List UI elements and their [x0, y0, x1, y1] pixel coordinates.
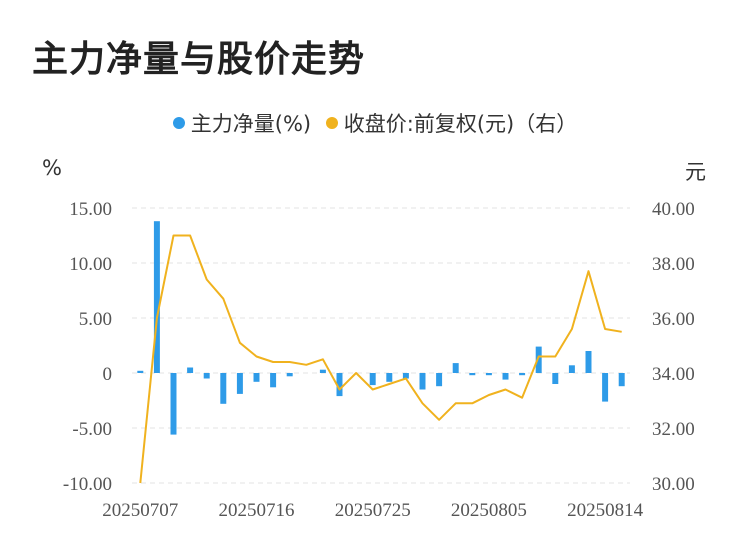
y-right-tick-label: 36.00	[652, 309, 695, 330]
legend-marker-line	[325, 117, 338, 129]
y-left-tick-label: 0	[103, 364, 113, 385]
bar-main-net	[137, 370, 144, 373]
bar-main-net	[552, 373, 559, 384]
y-left-tick-label: 5.00	[79, 309, 112, 330]
legend-item-main-net[interactable]: 主力净量(%)	[172, 108, 312, 138]
x-tick-label: 20250805	[451, 500, 527, 521]
bar-main-net	[535, 346, 542, 373]
bar-main-net	[436, 373, 443, 387]
bar-main-net	[270, 373, 277, 388]
y-left-tick-label: -5.00	[72, 419, 112, 440]
bar-main-net	[336, 373, 343, 397]
bar-main-net	[386, 373, 393, 382]
bar-main-net	[585, 351, 592, 373]
bar-main-net	[402, 373, 409, 379]
bar-main-net	[568, 365, 575, 373]
y-right-tick-label: 40.00	[652, 199, 695, 220]
bar-main-net	[220, 373, 227, 404]
bar-main-net	[502, 373, 509, 380]
bar-main-net	[187, 367, 194, 373]
bar-main-net	[419, 373, 426, 390]
bar-main-net	[485, 373, 492, 376]
bar-main-net	[369, 373, 376, 386]
x-tick-label: 20250725	[335, 500, 411, 521]
y-right-tick-label: 30.00	[652, 474, 695, 495]
y-right-tick-label: 38.00	[652, 254, 695, 275]
bar-main-net	[253, 373, 260, 382]
x-tick-label: 20250716	[219, 500, 295, 521]
x-tick-label: 20250814	[567, 500, 644, 521]
bar-main-net	[153, 221, 160, 373]
legend-label-main-net: 主力净量(%)	[190, 112, 312, 136]
bar-main-net	[203, 373, 210, 379]
y-left-tick-label: -10.00	[63, 474, 112, 495]
y-right-tick-label: 32.00	[652, 419, 695, 440]
y-left-tick-label: 15.00	[69, 199, 112, 220]
legend-marker-bar	[172, 117, 185, 129]
chart-title: 主力净量与股价走势	[32, 39, 366, 80]
legend: 主力净量(%) 收盘价:前复权(元)（右）	[0, 108, 750, 138]
left-axis-unit: %	[42, 156, 62, 180]
bar-main-net	[286, 373, 293, 377]
bar-main-net	[469, 373, 476, 376]
right-axis-unit: 元	[685, 160, 706, 184]
bar-main-net	[519, 373, 526, 376]
y-left-tick-label: 10.00	[69, 254, 112, 275]
line-close-price	[139, 234, 622, 484]
y-right-tick-label: 34.00	[652, 364, 695, 385]
bar-main-net	[236, 373, 243, 394]
bar-main-net	[618, 373, 625, 387]
x-tick-label: 20250707	[102, 500, 178, 521]
bar-main-net	[452, 363, 459, 373]
legend-label-close-price: 收盘价:前复权(元)（右）	[343, 112, 578, 136]
bar-main-net	[602, 373, 609, 402]
bar-main-net	[170, 373, 177, 435]
bar-main-net	[319, 369, 326, 373]
legend-item-close-price[interactable]: 收盘价:前复权(元)（右）	[325, 108, 578, 138]
